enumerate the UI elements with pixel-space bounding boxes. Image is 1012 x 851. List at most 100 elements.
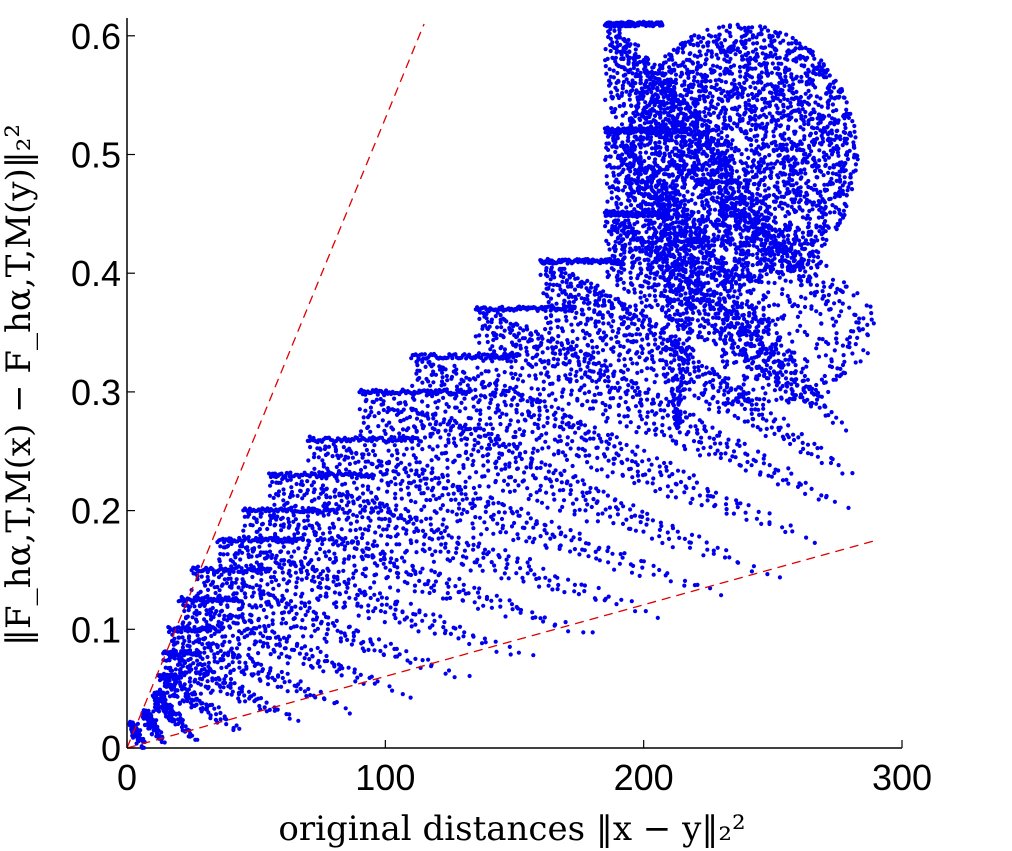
- data-point: [360, 548, 365, 553]
- data-point: [563, 271, 568, 276]
- data-point: [477, 595, 482, 600]
- data-point: [338, 639, 343, 644]
- data-point: [600, 511, 605, 516]
- data-point: [362, 567, 367, 572]
- data-point: [332, 590, 337, 595]
- data-point: [219, 627, 224, 632]
- data-point: [175, 640, 180, 645]
- data-point: [446, 492, 451, 497]
- data-point: [635, 469, 640, 474]
- data-point: [318, 689, 323, 695]
- data-point: [304, 575, 309, 581]
- data-point: [735, 501, 740, 506]
- data-point: [476, 544, 481, 549]
- data-point: [593, 324, 598, 329]
- data-point: [176, 635, 181, 640]
- data-point: [645, 366, 650, 371]
- data-point: [581, 630, 586, 635]
- data-point: [533, 354, 539, 359]
- data-point: [717, 374, 722, 380]
- data-point: [631, 503, 636, 508]
- data-point: [344, 517, 349, 522]
- data-point: [269, 604, 274, 609]
- data-point: [360, 507, 365, 512]
- data-point: [205, 625, 211, 630]
- data-point: [351, 575, 356, 580]
- data-point: [392, 396, 397, 401]
- data-point: [324, 653, 329, 659]
- data-point: [241, 584, 246, 589]
- data-point: [359, 604, 364, 609]
- data-point: [377, 524, 382, 529]
- data-point: [217, 588, 222, 593]
- data-point: [345, 510, 350, 515]
- data-point: [382, 393, 387, 398]
- data-point: [357, 407, 362, 412]
- data-point: [542, 399, 547, 404]
- data-point: [509, 524, 515, 529]
- data-point: [812, 441, 817, 446]
- data-point: [819, 445, 824, 450]
- data-point: [384, 596, 389, 601]
- data-point: [487, 416, 492, 421]
- data-point: [259, 578, 264, 583]
- data-point: [640, 565, 645, 570]
- data-point: [334, 604, 339, 610]
- data-point: [563, 314, 569, 319]
- data-point: [352, 583, 358, 588]
- data-point: [768, 411, 774, 416]
- data-point: [727, 458, 733, 463]
- data-point: [365, 541, 370, 546]
- data-point: [152, 726, 157, 731]
- data-point: [243, 660, 248, 666]
- data-point: [480, 568, 485, 573]
- data-point: [392, 443, 397, 448]
- data-point: [522, 336, 528, 341]
- data-point: [425, 463, 430, 468]
- data-point: [586, 360, 591, 366]
- data-point: [390, 688, 395, 693]
- data-point: [569, 347, 574, 352]
- data-point: [298, 679, 303, 684]
- data-point: [695, 430, 700, 435]
- data-point: [224, 717, 229, 722]
- data-point: [594, 385, 600, 390]
- data-point: [457, 409, 462, 414]
- data-point: [604, 342, 609, 347]
- data-point: [335, 507, 340, 512]
- data-point: [339, 498, 344, 503]
- data-point: [653, 432, 658, 437]
- data-point: [318, 593, 323, 599]
- data-point: [353, 596, 358, 601]
- data-point: [507, 598, 512, 603]
- data-point: [486, 431, 491, 436]
- data-point: [341, 568, 346, 574]
- data-point: [576, 454, 581, 459]
- data-point: [533, 476, 538, 481]
- data-point: [442, 528, 447, 534]
- data-point: [465, 509, 470, 515]
- data-point: [471, 526, 476, 531]
- data-point: [581, 300, 587, 305]
- data-point: [228, 558, 233, 563]
- data-point: [239, 588, 244, 593]
- data-point: [567, 424, 572, 429]
- data-point: [224, 665, 229, 670]
- data-point: [393, 482, 398, 487]
- data-point: [468, 501, 473, 506]
- data-point: [382, 551, 387, 557]
- data-point: [718, 455, 723, 461]
- data-point: [473, 491, 478, 496]
- data-point: [619, 303, 625, 308]
- data-point: [616, 403, 621, 408]
- data-point: [420, 359, 425, 364]
- data-point: [227, 639, 232, 644]
- data-point: [312, 532, 317, 537]
- data-point: [590, 630, 595, 635]
- data-point: [187, 679, 192, 684]
- data-point: [764, 426, 769, 431]
- data-point: [294, 580, 299, 585]
- data-point: [500, 526, 505, 531]
- data-point: [666, 536, 672, 542]
- data-point: [144, 712, 149, 717]
